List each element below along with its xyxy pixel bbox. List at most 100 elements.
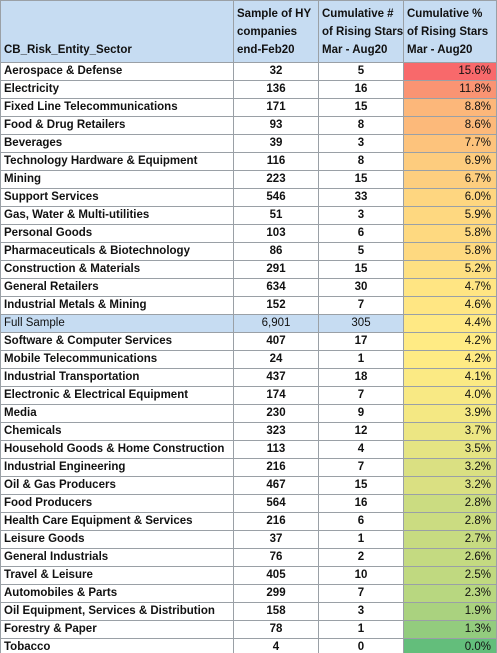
count-cell[interactable]: 305 [318, 314, 404, 333]
count-cell[interactable]: 30 [318, 278, 404, 297]
header-sector[interactable]: CB_Risk_Entity_Sector [0, 0, 234, 63]
sample-cell[interactable]: 24 [233, 350, 319, 369]
count-cell[interactable]: 1 [318, 530, 404, 549]
sample-cell[interactable]: 136 [233, 80, 319, 99]
header-sample[interactable]: Sample of HY companies end-Feb20 [233, 0, 319, 63]
sample-cell[interactable]: 216 [233, 458, 319, 477]
pct-cell[interactable]: 3.2% [403, 458, 497, 477]
sample-cell[interactable]: 37 [233, 530, 319, 549]
sector-cell[interactable]: Mobile Telecommunications [0, 350, 234, 369]
sample-cell[interactable]: 103 [233, 224, 319, 243]
sample-cell[interactable]: 230 [233, 404, 319, 423]
sample-cell[interactable]: 86 [233, 242, 319, 261]
count-cell[interactable]: 12 [318, 422, 404, 441]
sector-cell[interactable]: Tobacco [0, 638, 234, 653]
sample-cell[interactable]: 51 [233, 206, 319, 225]
count-cell[interactable]: 15 [318, 170, 404, 189]
count-cell[interactable]: 3 [318, 206, 404, 225]
pct-cell[interactable]: 2.7% [403, 530, 497, 549]
pct-cell[interactable]: 3.2% [403, 476, 497, 495]
sector-cell[interactable]: Media [0, 404, 234, 423]
count-cell[interactable]: 3 [318, 602, 404, 621]
sample-cell[interactable]: 39 [233, 134, 319, 153]
count-cell[interactable]: 15 [318, 98, 404, 117]
pct-cell[interactable]: 4.6% [403, 296, 497, 315]
count-cell[interactable]: 33 [318, 188, 404, 207]
sample-cell[interactable]: 216 [233, 512, 319, 531]
sector-cell[interactable]: General Industrials [0, 548, 234, 567]
pct-cell[interactable]: 1.9% [403, 602, 497, 621]
sector-cell[interactable]: Gas, Water & Multi-utilities [0, 206, 234, 225]
count-cell[interactable]: 3 [318, 134, 404, 153]
sector-cell[interactable]: Mining [0, 170, 234, 189]
sector-cell[interactable]: Support Services [0, 188, 234, 207]
sample-cell[interactable]: 564 [233, 494, 319, 513]
header-count[interactable]: Cumulative # of Rising Stars Mar - Aug20 [318, 0, 404, 63]
pct-cell[interactable]: 2.3% [403, 584, 497, 603]
sample-cell[interactable]: 158 [233, 602, 319, 621]
sector-cell[interactable]: Industrial Engineering [0, 458, 234, 477]
count-cell[interactable]: 2 [318, 548, 404, 567]
sample-cell[interactable]: 223 [233, 170, 319, 189]
count-cell[interactable]: 16 [318, 80, 404, 99]
sector-cell[interactable]: Food Producers [0, 494, 234, 513]
pct-cell[interactable]: 5.2% [403, 260, 497, 279]
count-cell[interactable]: 5 [318, 242, 404, 261]
sample-cell[interactable]: 116 [233, 152, 319, 171]
sample-cell[interactable]: 405 [233, 566, 319, 585]
sample-cell[interactable]: 323 [233, 422, 319, 441]
sample-cell[interactable]: 174 [233, 386, 319, 405]
sector-cell[interactable]: Full Sample [0, 314, 234, 333]
sample-cell[interactable]: 78 [233, 620, 319, 639]
pct-cell[interactable]: 2.8% [403, 512, 497, 531]
sector-cell[interactable]: Forestry & Paper [0, 620, 234, 639]
sample-cell[interactable]: 4 [233, 638, 319, 653]
pct-cell[interactable]: 4.4% [403, 314, 497, 333]
count-cell[interactable]: 0 [318, 638, 404, 653]
pct-cell[interactable]: 3.9% [403, 404, 497, 423]
sector-cell[interactable]: Construction & Materials [0, 260, 234, 279]
count-cell[interactable]: 7 [318, 584, 404, 603]
count-cell[interactable]: 8 [318, 152, 404, 171]
sample-cell[interactable]: 6,901 [233, 314, 319, 333]
pct-cell[interactable]: 6.7% [403, 170, 497, 189]
count-cell[interactable]: 1 [318, 350, 404, 369]
count-cell[interactable]: 7 [318, 458, 404, 477]
pct-cell[interactable]: 5.8% [403, 224, 497, 243]
count-cell[interactable]: 18 [318, 368, 404, 387]
count-cell[interactable]: 1 [318, 620, 404, 639]
sector-cell[interactable]: Household Goods & Home Construction [0, 440, 234, 459]
sample-cell[interactable]: 407 [233, 332, 319, 351]
sector-cell[interactable]: Personal Goods [0, 224, 234, 243]
sample-cell[interactable]: 152 [233, 296, 319, 315]
pct-cell[interactable]: 11.8% [403, 80, 497, 99]
sample-cell[interactable]: 437 [233, 368, 319, 387]
pct-cell[interactable]: 0.0% [403, 638, 497, 653]
pct-cell[interactable]: 4.7% [403, 278, 497, 297]
sector-cell[interactable]: Electricity [0, 80, 234, 99]
count-cell[interactable]: 7 [318, 386, 404, 405]
sector-cell[interactable]: General Retailers [0, 278, 234, 297]
pct-cell[interactable]: 6.0% [403, 188, 497, 207]
count-cell[interactable]: 4 [318, 440, 404, 459]
header-pct[interactable]: Cumulative % of Rising Stars Mar - Aug20 [403, 0, 497, 63]
pct-cell[interactable]: 8.8% [403, 98, 497, 117]
sample-cell[interactable]: 299 [233, 584, 319, 603]
sample-cell[interactable]: 634 [233, 278, 319, 297]
count-cell[interactable]: 9 [318, 404, 404, 423]
sample-cell[interactable]: 76 [233, 548, 319, 567]
pct-cell[interactable]: 2.8% [403, 494, 497, 513]
pct-cell[interactable]: 4.2% [403, 350, 497, 369]
sector-cell[interactable]: Industrial Metals & Mining [0, 296, 234, 315]
count-cell[interactable]: 8 [318, 116, 404, 135]
pct-cell[interactable]: 2.6% [403, 548, 497, 567]
sector-cell[interactable]: Health Care Equipment & Services [0, 512, 234, 531]
count-cell[interactable]: 6 [318, 224, 404, 243]
sample-cell[interactable]: 171 [233, 98, 319, 117]
sector-cell[interactable]: Pharmaceuticals & Biotechnology [0, 242, 234, 261]
sector-cell[interactable]: Chemicals [0, 422, 234, 441]
count-cell[interactable]: 15 [318, 260, 404, 279]
sample-cell[interactable]: 467 [233, 476, 319, 495]
sector-cell[interactable]: Fixed Line Telecommunications [0, 98, 234, 117]
sector-cell[interactable]: Beverages [0, 134, 234, 153]
